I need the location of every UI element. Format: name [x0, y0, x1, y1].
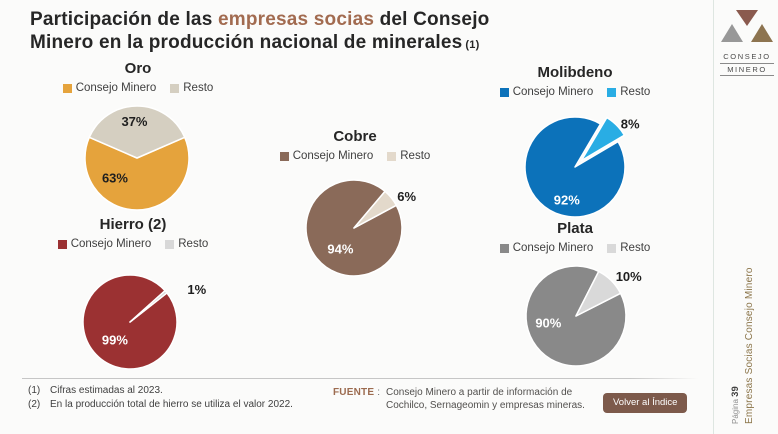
- page-label: Página: [731, 399, 740, 424]
- footnotes: (1) Cifras estimadas al 2023. (2) En la …: [28, 384, 293, 412]
- legend-item-consejo-minero: Consejo Minero: [499, 86, 594, 98]
- legend-swatch-resto: [607, 87, 617, 97]
- legend-label: Consejo Minero: [512, 86, 594, 98]
- legend-label: Consejo Minero: [70, 238, 152, 250]
- chart-title-oro: Oro: [124, 60, 152, 77]
- legend-swatch-consejo-minero: [499, 243, 509, 253]
- footnote-text: En la producción total de hierro se util…: [50, 399, 293, 410]
- logo-text-consejo: CONSEJO: [720, 51, 774, 64]
- legend-item-consejo-minero: Consejo Minero: [62, 82, 157, 94]
- legend-item-resto: Resto: [387, 150, 430, 162]
- pie-chart-molibdeno: 92% 8%: [524, 116, 640, 218]
- legend-label: Resto: [178, 238, 209, 250]
- legend-swatch-consejo-minero: [57, 239, 67, 249]
- legend-label: Consejo Minero: [292, 150, 374, 162]
- source-label: FUENTE: [333, 387, 375, 398]
- chart-title-hierro: Hierro (2): [99, 216, 167, 233]
- section-title-vertical: Empresas Socias Consejo Minero: [744, 267, 755, 424]
- source-separator: :: [377, 387, 380, 398]
- source-line-1: Consejo Minero a partir de información d…: [385, 387, 573, 398]
- chart-legend-plata: Consejo Minero Resto: [468, 240, 682, 256]
- legend-item-consejo-minero: Consejo Minero: [57, 238, 152, 250]
- chart-molibdeno: Molibdeno Consejo Minero Resto 92% 8%: [468, 64, 682, 219]
- source-text: Consejo Minero a partir de información d…: [386, 386, 585, 412]
- page-meta-vertical: Página 39 Empresas Socias Consejo Minero: [729, 267, 757, 424]
- chart-title-molibdeno: Molibdeno: [537, 64, 613, 81]
- legend-label: Resto: [183, 82, 214, 94]
- pie-chart-hierro: 99% 1%: [82, 274, 207, 370]
- legend-label: Resto: [400, 150, 431, 162]
- svg-text:37%: 37%: [121, 114, 147, 129]
- chart-plata: Plata Consejo Minero Resto 90% 10%: [468, 220, 682, 368]
- svg-text:8%: 8%: [621, 116, 640, 131]
- footnote-marker: (1): [28, 385, 41, 396]
- pie-chart-cobre: 94% 6%: [305, 179, 416, 277]
- title-footnote-marker: (1): [465, 39, 480, 52]
- svg-text:1%: 1%: [187, 282, 206, 297]
- footnote-marker: (2): [28, 399, 41, 410]
- legend-swatch-consejo-minero: [279, 151, 289, 161]
- legend-swatch-consejo-minero: [499, 87, 509, 97]
- chart-title-cobre: Cobre: [333, 128, 377, 145]
- svg-text:94%: 94%: [327, 241, 353, 256]
- page-title: Participación de las empresas socias del…: [30, 8, 550, 54]
- logo-triangle-right: [751, 24, 773, 42]
- chart-legend-oro: Consejo Minero Resto: [33, 80, 243, 96]
- legend-label: Resto: [620, 242, 651, 254]
- title-text: Participación de las: [30, 9, 218, 30]
- chart-legend-cobre: Consejo Minero Resto: [249, 148, 461, 164]
- page-number: 39: [730, 386, 741, 397]
- legend-item-resto: Resto: [170, 82, 213, 94]
- legend-label: Consejo Minero: [75, 82, 157, 94]
- footer-divider: [22, 378, 698, 379]
- title-text: del Consejo: [374, 9, 490, 30]
- logo-triangles-icon: [721, 10, 773, 42]
- footnote-2: (2) En la producción total de hierro se …: [28, 398, 293, 412]
- logo-triangle-left: [721, 24, 743, 42]
- source-line-2: Cochilco, Sernageomin y empresas mineras…: [385, 400, 585, 411]
- pie-chart-plata: 90% 10%: [525, 265, 642, 367]
- page-number-line: Página 39: [729, 267, 743, 424]
- svg-text:6%: 6%: [397, 189, 416, 204]
- legend-item-resto: Resto: [607, 242, 650, 254]
- chart-title-plata: Plata: [557, 220, 593, 237]
- chart-legend-hierro: Consejo Minero Resto: [28, 236, 238, 252]
- logo-triangle-top: [736, 10, 758, 26]
- back-to-index-button[interactable]: Volver al Índice: [603, 393, 688, 413]
- legend-swatch-resto: [607, 243, 617, 253]
- legend-item-consejo-minero: Consejo Minero: [499, 242, 594, 254]
- legend-swatch-resto: [387, 151, 397, 161]
- consejo-minero-logo: CONSEJO MINERO: [720, 8, 774, 76]
- svg-text:63%: 63%: [102, 170, 128, 185]
- svg-text:99%: 99%: [102, 333, 128, 348]
- legend-item-resto: Resto: [607, 86, 650, 98]
- legend-label: Resto: [620, 86, 651, 98]
- pie-chart-oro: 63% 37%: [84, 105, 190, 211]
- title-text: Minero en la producción nacional de mine…: [30, 32, 463, 54]
- svg-text:10%: 10%: [616, 269, 642, 284]
- logo-text-minero: MINERO: [720, 64, 774, 76]
- chart-hierro: Hierro (2) Consejo Minero Resto 99% 1%: [28, 216, 238, 371]
- footnote-text: Cifras estimadas al 2023.: [50, 385, 163, 396]
- source-note: FUENTE : Consejo Minero a partir de info…: [333, 386, 585, 412]
- legend-item-resto: Resto: [165, 238, 208, 250]
- footnote-1: (1) Cifras estimadas al 2023.: [28, 384, 293, 398]
- svg-text:90%: 90%: [535, 315, 561, 330]
- legend-swatch-consejo-minero: [62, 83, 72, 93]
- legend-swatch-resto: [170, 83, 180, 93]
- chart-legend-molibdeno: Consejo Minero Resto: [468, 84, 682, 100]
- chart-oro: Oro Consejo Minero Resto 63% 37%: [33, 60, 243, 212]
- chart-cobre: Cobre Consejo Minero Resto 94% 6%: [249, 128, 461, 278]
- svg-text:92%: 92%: [554, 193, 580, 208]
- legend-swatch-resto: [165, 239, 175, 249]
- sidebar-divider: [713, 0, 714, 434]
- legend-item-consejo-minero: Consejo Minero: [279, 150, 374, 162]
- title-highlight: empresas socias: [217, 9, 375, 30]
- legend-label: Consejo Minero: [512, 242, 594, 254]
